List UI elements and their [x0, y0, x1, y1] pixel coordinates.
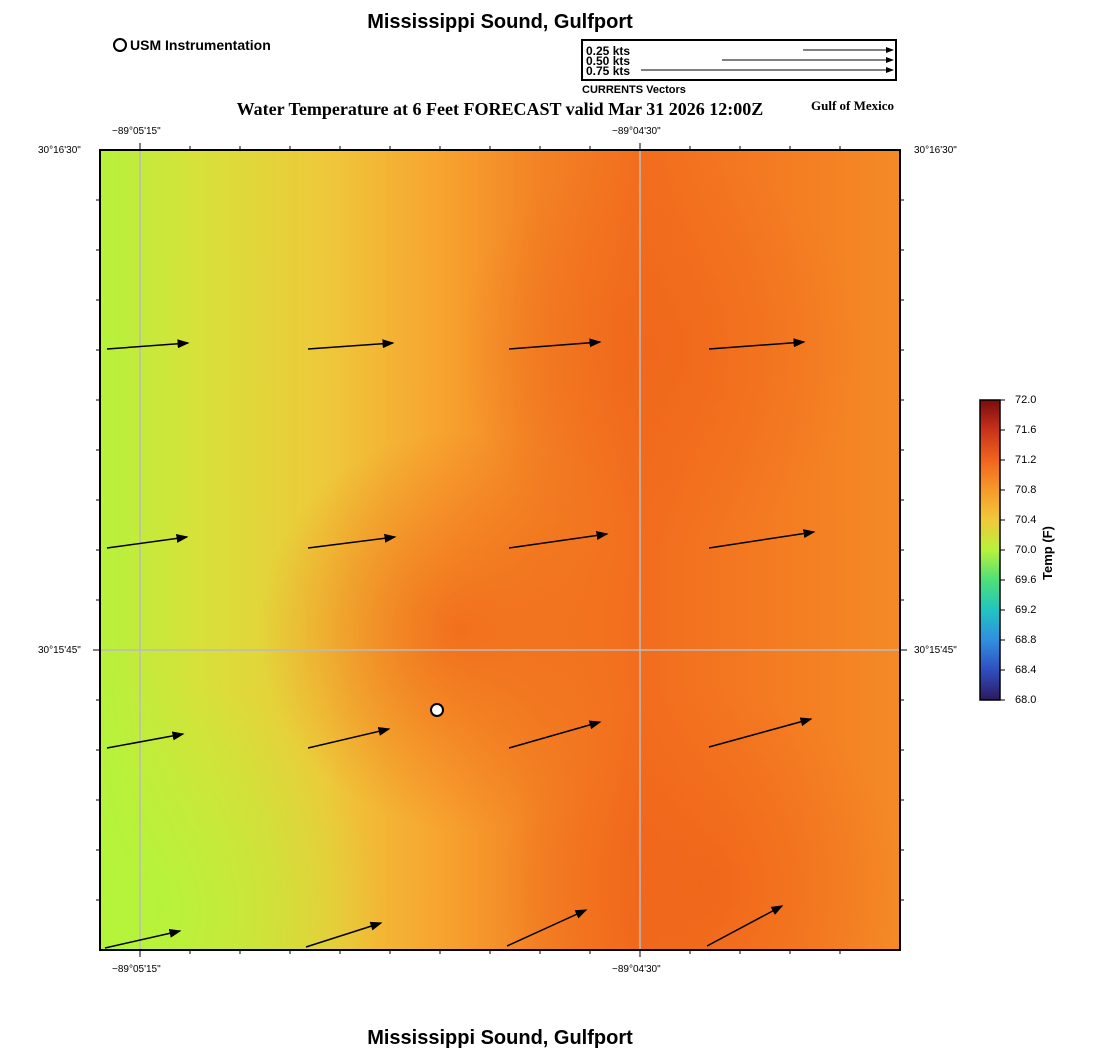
- current-vector: [708, 338, 806, 350]
- current-vector: [106, 339, 190, 350]
- current-vector: [106, 731, 185, 749]
- current-vector: [708, 717, 813, 748]
- usm-site-marker[interactable]: [430, 703, 444, 717]
- current-vector: [708, 529, 816, 549]
- colorbar-tick: 69.6: [1015, 574, 1037, 586]
- x-tick-bottom-2: −89°04'30": [612, 964, 661, 975]
- colorbar: [979, 399, 1005, 701]
- temperature-field: [100, 150, 900, 950]
- current-vector: [508, 338, 602, 350]
- vector-scale-label-3: 0.75 kts: [586, 64, 631, 78]
- y-tick-right-2: 30°15'45": [914, 645, 957, 656]
- y-tick-left-1: 30°16'30": [38, 145, 81, 156]
- colorbar-tick: 71.2: [1015, 454, 1037, 466]
- vector-scale-label-1: 0.25 kts: [586, 44, 631, 58]
- x-tick-bottom-1: −89°05'15": [112, 964, 161, 975]
- footer-title: Mississippi Sound, Gulfport: [367, 1027, 633, 1049]
- colorbar-tick: 68.4: [1015, 664, 1037, 676]
- header-title: Mississippi Sound, Gulfport: [367, 11, 633, 33]
- colorbar-tick: 71.6: [1015, 424, 1037, 436]
- frame-ticks: [93, 143, 907, 957]
- y-tick-right-1: 30°16'30": [914, 145, 957, 156]
- x-tick-top-1: −89°05'15": [112, 126, 161, 137]
- plot-title: Water Temperature at 6 Feet FORECAST val…: [236, 99, 764, 119]
- colorbar-tick: 70.0: [1015, 544, 1037, 556]
- colorbar-title: Temp (F): [1040, 526, 1055, 580]
- vector-legend-caption: CURRENTS Vectors: [582, 84, 686, 96]
- current-vector: [506, 909, 588, 947]
- current-vector: [508, 720, 602, 749]
- current-vector: [106, 533, 189, 549]
- current-vector: [305, 921, 383, 948]
- colorbar-tick: 69.2: [1015, 604, 1037, 616]
- y-tick-left-2: 30°15'45": [38, 645, 81, 656]
- current-vector: [706, 905, 784, 947]
- current-vector: [104, 928, 182, 949]
- vector-scale-arrows: [641, 47, 894, 73]
- vector-scale-label-2: 0.50 kts: [586, 54, 631, 68]
- current-vectors: [104, 338, 816, 949]
- current-vector: [307, 533, 397, 549]
- region-label: Gulf of Mexico: [811, 98, 895, 113]
- graticule: [100, 150, 900, 950]
- colorbar-tick: 70.8: [1015, 484, 1037, 496]
- colorbar-tick: 72.0: [1015, 394, 1037, 406]
- colorbar-tick: 70.4: [1015, 514, 1037, 526]
- x-tick-top-2: −89°04'30": [612, 126, 661, 137]
- colorbar-tick: 68.8: [1015, 634, 1037, 646]
- colorbar-tick: 68.0: [1015, 694, 1037, 706]
- current-vector: [508, 531, 609, 549]
- current-vector: [307, 727, 391, 749]
- site-legend-label: USM Instrumentation: [130, 37, 271, 53]
- current-vector: [307, 339, 395, 350]
- site-legend: USM Instrumentation: [113, 37, 271, 53]
- site-circle-icon: [113, 38, 127, 52]
